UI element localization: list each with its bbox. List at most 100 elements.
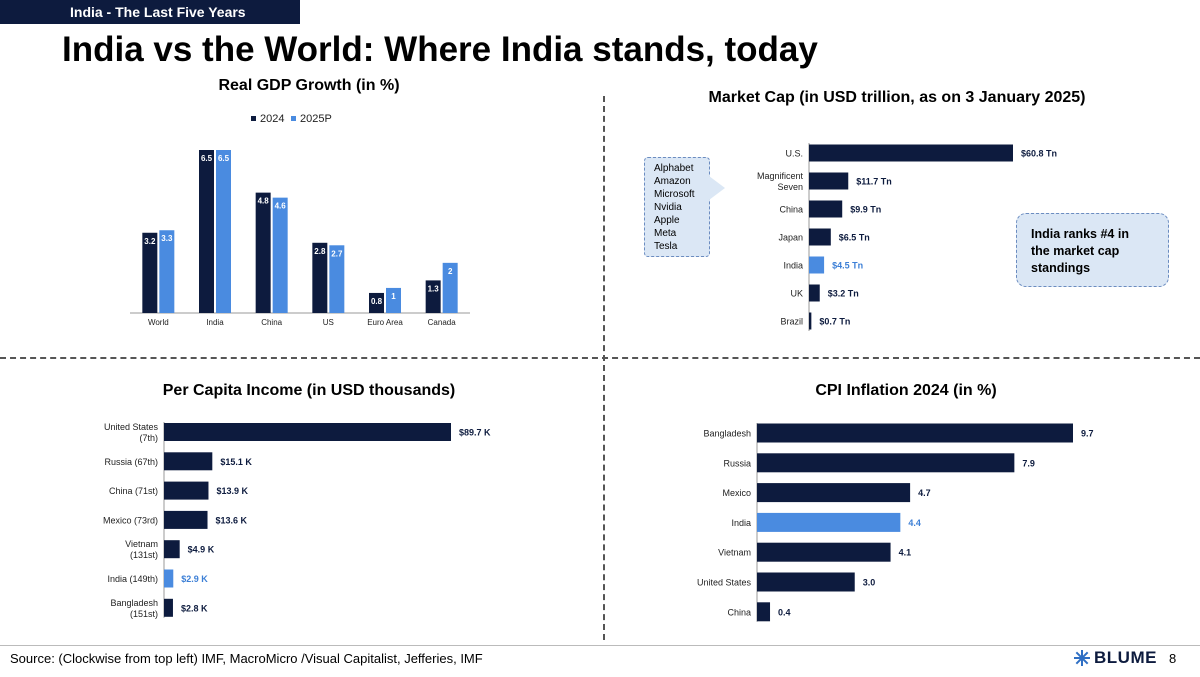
gdp-bar xyxy=(425,280,441,313)
cpi-category-label: China xyxy=(727,607,751,617)
gdp-bar xyxy=(216,150,231,313)
gdp-bar xyxy=(255,192,271,313)
mcap-bar xyxy=(809,284,820,302)
footer-divider xyxy=(0,645,1200,646)
pci-data-label: $13.6 K xyxy=(216,515,248,525)
pci-category-label: (151st) xyxy=(130,609,158,619)
gdp-category-label: Canada xyxy=(428,318,457,327)
cpi-bar xyxy=(757,453,1015,473)
gdp-bar xyxy=(442,262,458,313)
gdp-data-label: 3.2 xyxy=(144,237,156,246)
gdp-data-label: 2.8 xyxy=(314,247,326,256)
pci-data-label: $15.1 K xyxy=(220,457,252,467)
gdp-data-label: 4.6 xyxy=(275,202,287,211)
cpi-category-label: Mexico xyxy=(722,488,751,498)
rank-note-line: the market cap xyxy=(1031,244,1120,258)
pci-category-label: Bangladesh xyxy=(110,598,158,608)
pci-data-label: $13.9 K xyxy=(216,486,248,496)
gdp-bar xyxy=(312,242,328,313)
mcap-chart-title: Market Cap (in USD trillion, as on 3 Jan… xyxy=(708,89,1086,106)
pci-bar xyxy=(164,423,451,441)
gdp-data-label: 1 xyxy=(391,292,396,301)
page-number: 8 xyxy=(1169,651,1177,666)
mcap-bar xyxy=(809,312,812,330)
gdp-bar xyxy=(142,232,158,313)
gdp-category-label: Euro Area xyxy=(367,318,403,327)
pci-bar xyxy=(164,452,213,471)
callout-item: Microsoft xyxy=(654,189,695,200)
section-tag: India - The Last Five Years xyxy=(0,0,300,24)
mcap-category-label: Magnificent xyxy=(757,171,804,181)
gdp-data-label: 1.3 xyxy=(428,284,440,293)
mcap-category-label: India xyxy=(783,261,803,271)
callout-item: Tesla xyxy=(654,241,678,252)
cpi-data-label: 0.4 xyxy=(778,607,791,617)
pci-data-label: $2.9 K xyxy=(181,574,208,584)
gdp-legend-swatch xyxy=(291,116,296,121)
mcap-data-label: $60.8 Tn xyxy=(1021,149,1057,159)
gdp-bar xyxy=(272,197,288,313)
gdp-category-label: US xyxy=(323,318,334,327)
mcap-bar xyxy=(809,228,831,246)
vertical-divider xyxy=(603,96,605,640)
pci-bar xyxy=(164,510,208,529)
callout-pointer xyxy=(709,176,725,200)
cpi-bar xyxy=(757,572,855,592)
mcap-category-label: Japan xyxy=(778,233,803,243)
cpi-bar xyxy=(757,602,771,622)
cpi-bar xyxy=(757,483,911,503)
pci-bar xyxy=(164,540,180,559)
mcap-bar xyxy=(809,200,843,218)
mcap-bar xyxy=(809,256,825,274)
horizontal-divider xyxy=(0,357,1200,359)
mcap-category-label: UK xyxy=(790,289,803,299)
pci-chart-title: Per Capita Income (in USD thousands) xyxy=(162,382,456,399)
logo-text: BLUME xyxy=(1094,648,1157,667)
mcap-bar xyxy=(809,144,1013,162)
pci-data-label: $89.7 K xyxy=(459,428,491,438)
gdp-data-label: 2 xyxy=(448,267,453,276)
pci-category-label: India (149th) xyxy=(107,574,158,584)
pci-category-label: Russia (67th) xyxy=(104,457,158,467)
pci-category-label: (131st) xyxy=(130,550,158,560)
pci-data-label: $4.9 K xyxy=(188,545,215,555)
gdp-data-label: 2.7 xyxy=(331,249,343,258)
gdp-data-label: 0.8 xyxy=(371,297,383,306)
pci-category-label: United States xyxy=(104,422,159,432)
pci-bar xyxy=(164,569,174,588)
mcap-category-label: U.S. xyxy=(785,149,803,159)
gdp-category-label: India xyxy=(206,318,224,327)
pci-bar xyxy=(164,481,209,500)
gdp-legend-swatch xyxy=(251,116,256,121)
mcap-data-label: $4.5 Tn xyxy=(832,261,863,271)
cpi-category-label: United States xyxy=(697,578,752,588)
callout-item: Nvidia xyxy=(654,202,682,213)
mcap-data-label: $9.9 Tn xyxy=(850,205,881,215)
mcap-category-label: China xyxy=(779,205,803,215)
pci-data-label: $2.8 K xyxy=(181,603,208,613)
india-rank-note: India ranks #4 in the market cap standin… xyxy=(1016,213,1169,287)
mcap-data-label: $3.2 Tn xyxy=(828,289,859,299)
gdp-chart-title: Real GDP Growth (in %) xyxy=(218,77,400,94)
cpi-data-label: 4.4 xyxy=(908,518,921,528)
pci-category-label: Vietnam xyxy=(125,539,158,549)
gdp-category-label: China xyxy=(261,318,282,327)
gdp-bar xyxy=(369,292,384,313)
gdp-data-label: 3.3 xyxy=(161,234,173,243)
cpi-category-label: India xyxy=(731,518,751,528)
cpi-data-label: 9.7 xyxy=(1081,429,1094,439)
cpi-data-label: 7.9 xyxy=(1022,458,1035,468)
gdp-bar xyxy=(159,230,175,313)
rank-note-line: standings xyxy=(1031,261,1091,275)
cpi-bar xyxy=(757,512,901,532)
cpi-category-label: Russia xyxy=(723,458,751,468)
cpi-bar xyxy=(757,542,891,562)
pci-category-label: Mexico (73rd) xyxy=(103,515,158,525)
cpi-data-label: 4.7 xyxy=(918,488,931,498)
gdp-bar xyxy=(199,150,214,313)
cpi-bar xyxy=(757,423,1073,443)
gdp-data-label: 6.5 xyxy=(218,154,230,163)
source-note: Source: (Clockwise from top left) IMF, M… xyxy=(10,651,483,666)
magnificent-seven-callout: Alphabet Amazon Microsoft Nvidia Apple M… xyxy=(644,157,710,257)
